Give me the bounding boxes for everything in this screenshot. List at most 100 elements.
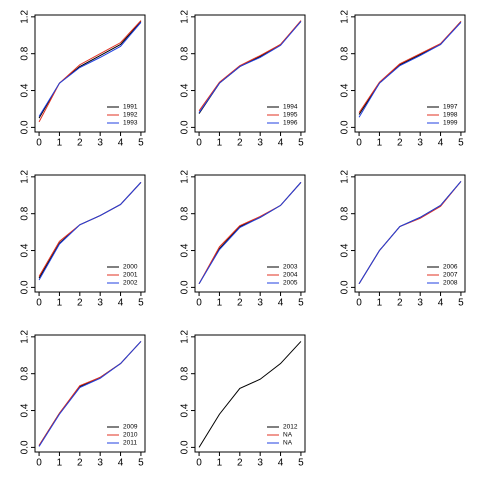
x-tick-label: 4	[118, 458, 124, 469]
plot-box	[34, 174, 146, 293]
y-tick-label: 0.8	[20, 366, 31, 380]
x-tick-label: 4	[278, 138, 284, 149]
y-tick-label: 1.2	[340, 9, 351, 23]
y-tick-label: 0.0	[20, 280, 31, 294]
x-tick-label: 3	[257, 298, 263, 309]
plot-box	[354, 174, 466, 293]
x-tick-label: 1	[57, 298, 63, 309]
y-tick-label: 0.8	[180, 366, 191, 380]
x-tick-label: 0	[36, 298, 42, 309]
x-tick-label: 5	[458, 298, 464, 309]
legend-label: 1999	[443, 120, 458, 127]
x-tick-label: 0	[36, 458, 42, 469]
x-tick-label: 4	[278, 298, 284, 309]
x-tick-label: 1	[57, 138, 63, 149]
legend-label: NA	[283, 432, 293, 439]
x-tick-label: 4	[278, 458, 284, 469]
series-line	[358, 21, 462, 115]
x-tick-label: 1	[377, 298, 383, 309]
legend-label: 1993	[123, 120, 138, 127]
y-tick-label: 0.0	[20, 120, 31, 134]
x-tick-label: 2	[237, 458, 243, 469]
y-tick-label: 1.2	[20, 169, 31, 183]
x-tick-label: 2	[397, 298, 403, 309]
plot-box	[354, 14, 466, 133]
x-tick-label: 4	[438, 138, 444, 149]
legend-label: 2005	[283, 280, 298, 287]
plot-box	[194, 334, 306, 453]
y-tick-label: 1.2	[180, 9, 191, 23]
x-tick-label: 0	[356, 138, 362, 149]
x-tick-label: 1	[57, 458, 63, 469]
plot-box	[194, 174, 306, 293]
legend-label: 2008	[443, 280, 458, 287]
series-line	[358, 21, 462, 113]
y-tick-label: 0.0	[180, 120, 191, 134]
x-tick-label: 5	[458, 138, 464, 149]
y-tick-label: 0.0	[180, 280, 191, 294]
series-line	[198, 20, 302, 112]
y-tick-label: 0.4	[20, 83, 31, 97]
x-tick-label: 0	[196, 298, 202, 309]
x-tick-label: 1	[217, 138, 223, 149]
x-tick-label: 1	[217, 298, 223, 309]
legend-label: 1994	[283, 104, 298, 111]
legend-label: 2002	[123, 280, 138, 287]
y-tick-label: 0.4	[340, 83, 351, 97]
series-line	[358, 22, 462, 118]
legend-label: NA	[283, 440, 293, 447]
y-tick-label: 0.8	[20, 206, 31, 220]
x-tick-label: 0	[36, 138, 42, 149]
x-tick-label: 5	[138, 138, 144, 149]
x-tick-label: 2	[237, 138, 243, 149]
y-tick-label: 0.8	[340, 206, 351, 220]
x-tick-label: 0	[356, 298, 362, 309]
x-tick-label: 3	[97, 138, 103, 149]
x-tick-label: 4	[118, 138, 124, 149]
legend-label: 2010	[123, 432, 138, 439]
x-tick-label: 2	[397, 138, 403, 149]
x-tick-label: 0	[196, 138, 202, 149]
series-line	[38, 341, 142, 447]
plot-box	[194, 14, 306, 133]
legend-label: 2006	[443, 264, 458, 271]
x-tick-label: 4	[118, 298, 124, 309]
series-line	[198, 182, 302, 284]
x-tick-label: 5	[298, 458, 304, 469]
plot-box	[34, 14, 146, 133]
series-line	[38, 22, 142, 117]
legend-label: 1992	[123, 112, 138, 119]
x-tick-label: 1	[217, 458, 223, 469]
y-tick-label: 0.8	[20, 46, 31, 60]
x-tick-label: 2	[77, 298, 83, 309]
y-tick-label: 0.0	[340, 280, 351, 294]
series-line	[198, 21, 302, 113]
series-line	[38, 182, 142, 281]
x-tick-label: 3	[417, 138, 423, 149]
x-tick-label: 2	[77, 458, 83, 469]
plot-box	[34, 334, 146, 453]
x-tick-label: 5	[138, 458, 144, 469]
y-tick-label: 1.2	[20, 9, 31, 23]
series-line	[198, 21, 302, 114]
x-tick-label: 1	[377, 138, 383, 149]
y-tick-label: 0.8	[340, 46, 351, 60]
x-tick-label: 3	[417, 298, 423, 309]
legend-label: 1996	[283, 120, 298, 127]
y-tick-label: 0.8	[180, 206, 191, 220]
y-tick-label: 0.4	[180, 243, 191, 257]
y-tick-label: 1.2	[340, 169, 351, 183]
y-tick-label: 0.4	[20, 403, 31, 417]
y-tick-label: 0.4	[340, 243, 351, 257]
legend-label: 1998	[443, 112, 458, 119]
series-line	[198, 341, 302, 448]
x-tick-label: 3	[257, 458, 263, 469]
y-tick-label: 0.4	[20, 243, 31, 257]
y-tick-label: 0.8	[180, 46, 191, 60]
